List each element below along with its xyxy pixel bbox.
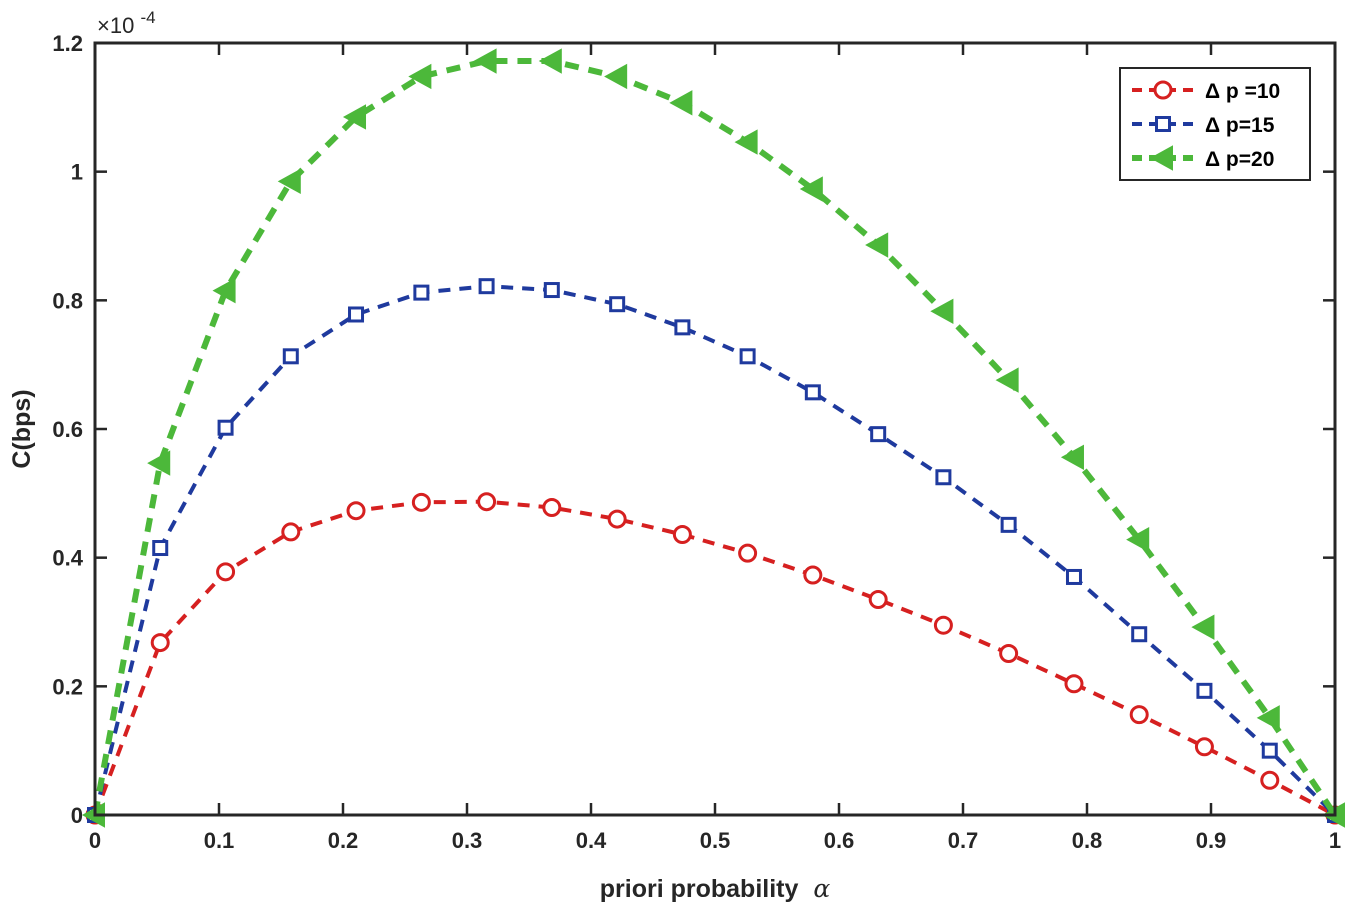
data-point (152, 540, 169, 557)
data-point (865, 232, 889, 258)
y-axis-label: C(bps) (8, 389, 36, 468)
data-point (342, 104, 367, 130)
x-tick-label: 0.1 (204, 828, 235, 853)
data-point (348, 306, 365, 323)
data-point (1064, 674, 1084, 694)
data-point (1131, 626, 1148, 643)
x-tick-label: 0.5 (700, 828, 731, 853)
data-point (607, 509, 627, 529)
data-point (804, 384, 821, 401)
data-point (1126, 526, 1150, 553)
data-point (1129, 705, 1149, 725)
x-tick-label: 0 (89, 828, 101, 853)
series-3 (81, 48, 1345, 828)
y-tick-label: 1 (71, 160, 83, 185)
data-point (674, 319, 691, 336)
y-exponent-label: ×10 -4 (97, 8, 156, 38)
x-tick-label: 0.4 (576, 828, 607, 853)
legend-entry-1: Δ p =10 (1132, 80, 1280, 103)
y-tick-label: 0.4 (52, 546, 83, 571)
data-point (538, 48, 562, 74)
legend-marker (1155, 116, 1171, 132)
x-tick-label: 0.2 (328, 828, 359, 853)
data-point (734, 129, 758, 155)
axes-layer: 0 0.1 0.2 0.3 0.4 0.5 0.6 0.7 0.8 0.9 1 0 0.2 0.4 0.6 0… (52, 31, 1341, 853)
x-tick-label: 0.6 (824, 828, 855, 853)
data-point (1000, 516, 1017, 533)
series-line-1 (93, 499, 1336, 817)
y-tick-label: 0.2 (52, 674, 83, 699)
data-point (147, 450, 171, 476)
series-line-2 (93, 284, 1337, 817)
data-point (604, 63, 628, 90)
x-tick-label: 0.3 (452, 828, 483, 853)
data-point (478, 278, 495, 295)
x-tick-label: 0.9 (1196, 828, 1227, 853)
legend-marker (1149, 145, 1173, 171)
data-point (1261, 742, 1278, 759)
data-point (995, 367, 1019, 393)
data-point (870, 426, 887, 443)
data-point (1196, 682, 1213, 699)
data-point (281, 522, 301, 542)
data-point (930, 298, 954, 324)
y-exponent-power: -4 (140, 8, 155, 27)
data-point (1060, 444, 1084, 470)
y-tick-label: 0.8 (52, 288, 83, 313)
data-point (1260, 770, 1280, 790)
legend-entry-2: Δ p=15 (1132, 114, 1275, 137)
data-point (216, 562, 236, 582)
data-point (609, 296, 626, 313)
y-tick-label: 1.2 (52, 31, 83, 56)
data-point (739, 348, 756, 365)
y-exponent-base: ×10 (97, 13, 134, 38)
data-point (669, 90, 693, 116)
legend: Δ p =10 Δ p=15 Δ p=20 (1119, 67, 1311, 181)
x-axis-label-text: priori probability (600, 875, 799, 903)
legend-label: Δ p=15 (1205, 114, 1275, 137)
data-point (150, 633, 170, 653)
data-point (672, 525, 692, 545)
data-point (217, 419, 234, 436)
legend-entry-3: Δ p=20 (1132, 145, 1274, 171)
data-point (935, 469, 952, 486)
data-point (933, 615, 953, 635)
data-point (1065, 568, 1082, 585)
data-point (1256, 705, 1280, 731)
labels-layer: C(bps) priori probability α ×10 -4 (8, 8, 830, 903)
series-line-3 (92, 58, 1338, 817)
data-point (212, 277, 236, 304)
data-point (477, 492, 497, 512)
data-point (799, 176, 823, 202)
x-axis-label-symbol: α (813, 874, 830, 903)
data-point (1191, 614, 1215, 640)
data-point (277, 168, 301, 195)
series-1 (85, 492, 1345, 825)
data-point (1194, 737, 1214, 757)
data-point (411, 492, 431, 512)
x-tick-label: 0.7 (948, 828, 979, 853)
data-point (282, 348, 299, 365)
data-point (542, 497, 562, 517)
data-point (408, 63, 432, 90)
y-tick-label: 0.6 (52, 417, 83, 442)
data-point (803, 565, 823, 585)
data-point (999, 644, 1019, 664)
x-tick-label: 0.8 (1072, 828, 1103, 853)
x-axis-label: priori probability α (600, 874, 831, 903)
legend-label: Δ p =10 (1205, 80, 1280, 103)
legend-label: Δ p=20 (1205, 148, 1274, 171)
data-point (473, 48, 497, 74)
x-tick-label: 1 (1329, 828, 1341, 853)
y-tick-label: 0 (71, 803, 83, 828)
data-point (738, 543, 758, 563)
legend-marker (1153, 80, 1173, 100)
data-point (413, 284, 430, 301)
data-point (543, 282, 560, 299)
data-point (868, 589, 888, 609)
data-point (346, 501, 366, 521)
